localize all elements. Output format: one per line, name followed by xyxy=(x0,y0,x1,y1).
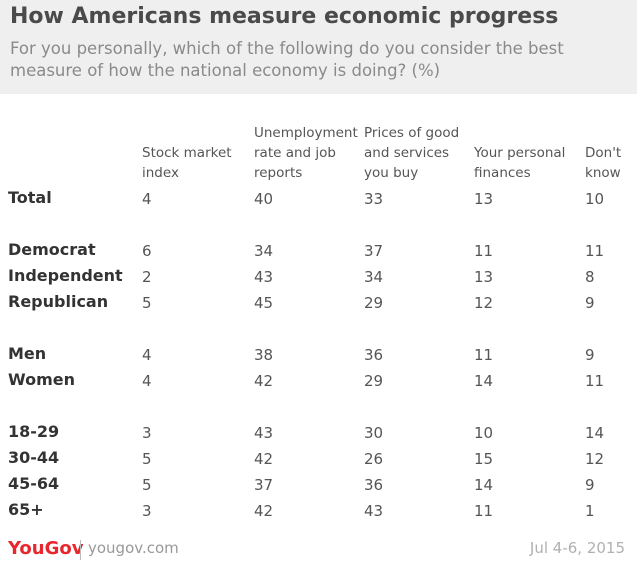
table-cell: 26 xyxy=(364,450,384,468)
table-cell: 34 xyxy=(364,268,384,286)
site-link[interactable]: yougov.com xyxy=(88,539,179,557)
column-header: Your personal finances xyxy=(474,143,565,183)
table-cell: 11 xyxy=(585,372,605,390)
column-header: Unemployment rate and job reports xyxy=(254,123,358,183)
chart-title: How Americans measure economic progress xyxy=(10,4,559,29)
row-label: 65+ xyxy=(8,500,44,519)
table-cell: 5 xyxy=(142,450,152,468)
row-label: 30-44 xyxy=(8,448,60,467)
row-label: Independent xyxy=(8,266,123,285)
table-cell: 36 xyxy=(364,476,384,494)
chart-subtitle: For you personally, which of the followi… xyxy=(10,39,564,80)
table-cell: 37 xyxy=(254,476,274,494)
column-header-line: reports xyxy=(254,165,303,181)
table-cell: 30 xyxy=(364,424,384,442)
column-header-line: Your personal xyxy=(474,145,566,161)
column-header-line: index xyxy=(142,165,179,181)
column-header-line: Stock market xyxy=(142,145,232,161)
table-cell: 12 xyxy=(585,450,605,468)
table-cell: 13 xyxy=(474,268,494,286)
table-cell: 3 xyxy=(142,502,152,520)
table-cell: 4 xyxy=(142,190,152,208)
table-cell: 11 xyxy=(585,242,605,260)
survey-date: Jul 4-6, 2015 xyxy=(529,539,625,557)
column-header-line: know xyxy=(585,165,621,181)
table-cell: 11 xyxy=(474,502,494,520)
table-cell: 34 xyxy=(254,242,274,260)
row-label: 18-29 xyxy=(8,422,60,441)
table-cell: 13 xyxy=(474,190,494,208)
row-label: Republican xyxy=(8,292,109,311)
footer-divider xyxy=(80,540,81,560)
table-cell: 9 xyxy=(585,294,595,312)
header-band: How Americans measure economic progress … xyxy=(0,0,637,94)
table-cell: 37 xyxy=(364,242,384,260)
row-label: Women xyxy=(8,370,75,389)
column-header-line: and services xyxy=(364,145,450,161)
footer: YouGov yougov.com Jul 4-6, 2015 xyxy=(0,532,637,566)
table-cell: 40 xyxy=(254,190,274,208)
table-cell: 43 xyxy=(364,502,384,520)
table-cell: 43 xyxy=(254,424,274,442)
table-cell: 38 xyxy=(254,346,274,364)
column-header-line: Unemployment xyxy=(254,125,358,141)
column-header: Stock market index xyxy=(142,143,232,183)
table-cell: 3 xyxy=(142,424,152,442)
table-cell: 9 xyxy=(585,346,595,364)
table-cell: 4 xyxy=(142,346,152,364)
table-cell: 14 xyxy=(585,424,605,442)
table-cell: 6 xyxy=(142,242,152,260)
column-header-line: you buy xyxy=(364,165,419,181)
yougov-logo: YouGov xyxy=(8,538,84,559)
column-header-line: rate and job xyxy=(254,145,336,161)
column-header: Don't know xyxy=(585,143,621,183)
table-cell: 42 xyxy=(254,450,274,468)
column-header-line: Prices of good xyxy=(364,125,460,141)
table-cell: 9 xyxy=(585,476,595,494)
table-cell: 10 xyxy=(585,190,605,208)
table-cell: 5 xyxy=(142,294,152,312)
row-label: Democrat xyxy=(8,240,96,259)
column-header-line: finances xyxy=(474,165,531,181)
table-cell: 45 xyxy=(254,294,274,312)
table-cell: 36 xyxy=(364,346,384,364)
table-cell: 42 xyxy=(254,372,274,390)
table-cell: 8 xyxy=(585,268,595,286)
table-cell: 5 xyxy=(142,476,152,494)
table-cell: 29 xyxy=(364,294,384,312)
table-cell: 42 xyxy=(254,502,274,520)
table-cell: 2 xyxy=(142,268,152,286)
table-cell: 14 xyxy=(474,372,494,390)
table-cell: 33 xyxy=(364,190,384,208)
table-cell: 1 xyxy=(585,502,595,520)
table-cell: 29 xyxy=(364,372,384,390)
table-cell: 15 xyxy=(474,450,494,468)
column-header: Prices of good and services you buy xyxy=(364,123,459,183)
row-label: Total xyxy=(8,188,52,207)
table-cell: 11 xyxy=(474,346,494,364)
table-cell: 12 xyxy=(474,294,494,312)
table-cell: 4 xyxy=(142,372,152,390)
table-cell: 10 xyxy=(474,424,494,442)
table-cell: 14 xyxy=(474,476,494,494)
row-label: 45-64 xyxy=(8,474,60,493)
table-cell: 11 xyxy=(474,242,494,260)
column-header-line: Don't xyxy=(585,145,622,161)
row-label: Men xyxy=(8,344,47,363)
table-cell: 43 xyxy=(254,268,274,286)
